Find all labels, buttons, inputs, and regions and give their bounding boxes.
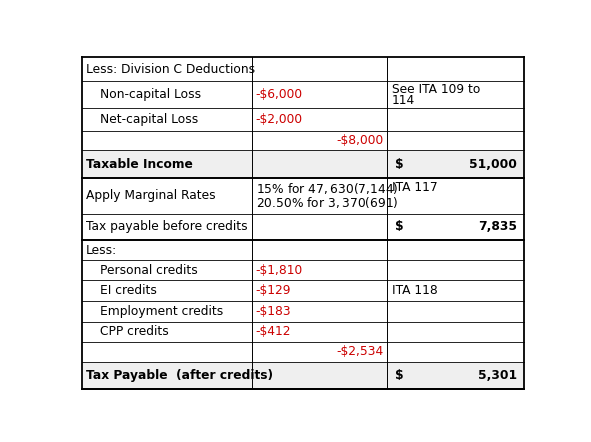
Text: -$183: -$183	[256, 305, 291, 318]
Text: $: $	[395, 369, 403, 382]
Text: $: $	[395, 221, 403, 233]
Text: 5,301: 5,301	[478, 369, 517, 382]
Text: See ITA 109 to: See ITA 109 to	[392, 83, 480, 96]
Text: -$1,810: -$1,810	[256, 263, 303, 277]
Text: 20.50% for $3,370 ($691): 20.50% for $3,370 ($691)	[256, 195, 398, 210]
Bar	[82, 362, 524, 389]
Text: ITA 118: ITA 118	[392, 284, 438, 297]
Text: Personal credits: Personal credits	[100, 263, 197, 277]
Text: Less: Division C Deductions: Less: Division C Deductions	[86, 63, 255, 76]
Text: Less:: Less:	[86, 244, 117, 256]
Text: 114: 114	[392, 95, 415, 107]
Text: Tax Payable  (after credits): Tax Payable (after credits)	[86, 369, 272, 382]
Text: -$8,000: -$8,000	[336, 134, 383, 147]
Bar	[82, 150, 524, 178]
Text: ITA 117: ITA 117	[392, 180, 438, 194]
Text: Apply Marginal Rates: Apply Marginal Rates	[86, 189, 215, 202]
Text: 7,835: 7,835	[478, 221, 517, 233]
Text: $: $	[395, 158, 403, 171]
Text: Taxable Income: Taxable Income	[86, 158, 193, 171]
Text: EI credits: EI credits	[100, 284, 157, 297]
Text: 15% for $47,630 ($7,144): 15% for $47,630 ($7,144)	[256, 181, 398, 196]
Text: -$2,000: -$2,000	[256, 113, 303, 126]
Text: Net-capital Loss: Net-capital Loss	[100, 113, 198, 126]
Text: -$412: -$412	[256, 325, 291, 338]
Text: Employment credits: Employment credits	[100, 305, 223, 318]
Text: CPP credits: CPP credits	[100, 325, 168, 338]
Text: Tax payable before credits: Tax payable before credits	[86, 221, 247, 233]
Text: -$129: -$129	[256, 284, 291, 297]
Text: 51,000: 51,000	[469, 158, 517, 171]
Text: -$6,000: -$6,000	[256, 88, 303, 101]
Text: Non-capital Loss: Non-capital Loss	[100, 88, 201, 101]
Text: -$2,534: -$2,534	[336, 345, 383, 358]
